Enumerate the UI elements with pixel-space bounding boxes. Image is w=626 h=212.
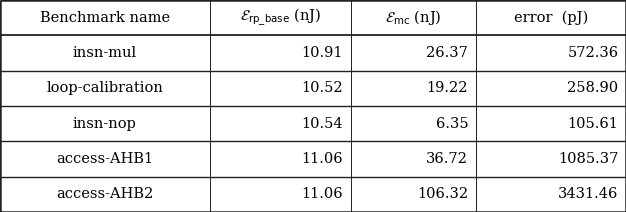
Text: 3431.46: 3431.46: [558, 187, 618, 201]
Text: 258.90: 258.90: [567, 81, 618, 95]
Text: 106.32: 106.32: [417, 187, 468, 201]
Text: 26.37: 26.37: [426, 46, 468, 60]
Text: 11.06: 11.06: [302, 187, 343, 201]
Text: 572.36: 572.36: [567, 46, 618, 60]
Text: 10.54: 10.54: [302, 117, 343, 131]
Text: insn-mul: insn-mul: [73, 46, 137, 60]
Text: 105.61: 105.61: [568, 117, 618, 131]
Text: 10.91: 10.91: [302, 46, 343, 60]
Text: error  (pJ): error (pJ): [514, 10, 588, 25]
Text: loop-calibration: loop-calibration: [46, 81, 163, 95]
Text: 1085.37: 1085.37: [558, 152, 618, 166]
Text: $\mathcal{E}_{\mathrm{rp\_base}}$ (nJ): $\mathcal{E}_{\mathrm{rp\_base}}$ (nJ): [240, 7, 321, 28]
Text: 10.52: 10.52: [302, 81, 343, 95]
Text: 6.35: 6.35: [436, 117, 468, 131]
Text: Benchmark name: Benchmark name: [40, 11, 170, 25]
Text: $\mathcal{E}_{\mathrm{mc}}$ (nJ): $\mathcal{E}_{\mathrm{mc}}$ (nJ): [385, 8, 441, 27]
Text: 36.72: 36.72: [426, 152, 468, 166]
Text: access-AHB2: access-AHB2: [56, 187, 153, 201]
Text: access-AHB1: access-AHB1: [56, 152, 153, 166]
Text: 19.22: 19.22: [427, 81, 468, 95]
Text: insn-nop: insn-nop: [73, 117, 137, 131]
Text: 11.06: 11.06: [302, 152, 343, 166]
